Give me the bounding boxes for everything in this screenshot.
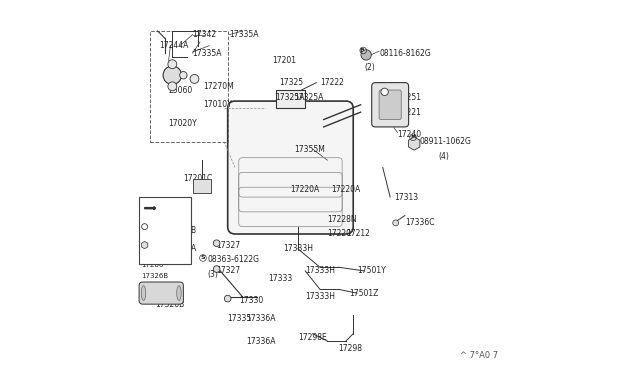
Text: 17333H: 17333H xyxy=(305,266,335,275)
FancyBboxPatch shape xyxy=(228,101,353,234)
Text: 17221: 17221 xyxy=(397,108,421,117)
Circle shape xyxy=(393,220,399,226)
Text: 17201C: 17201C xyxy=(184,174,212,183)
Circle shape xyxy=(381,88,388,96)
Text: 17325A: 17325A xyxy=(276,93,305,102)
Text: 17298: 17298 xyxy=(339,344,362,353)
Text: 17501Y: 17501Y xyxy=(357,266,386,275)
Text: 17333: 17333 xyxy=(268,274,292,283)
Text: 17201B: 17201B xyxy=(157,224,184,230)
Text: 17201B: 17201B xyxy=(167,226,196,235)
Text: 17251: 17251 xyxy=(397,93,422,102)
Text: 17240: 17240 xyxy=(397,130,422,139)
Text: 08116-8162G: 08116-8162G xyxy=(379,49,431,58)
Text: 17336A: 17336A xyxy=(246,314,276,323)
Circle shape xyxy=(168,60,177,68)
Text: 17313: 17313 xyxy=(394,193,418,202)
Text: 17355M: 17355M xyxy=(294,145,325,154)
Circle shape xyxy=(168,82,177,91)
Text: 17020Y: 17020Y xyxy=(168,119,197,128)
Text: 17336C: 17336C xyxy=(405,218,435,227)
Text: (4): (4) xyxy=(438,152,449,161)
FancyBboxPatch shape xyxy=(139,282,184,304)
FancyArrow shape xyxy=(145,207,156,210)
Text: 17327: 17327 xyxy=(216,241,241,250)
FancyBboxPatch shape xyxy=(372,83,408,127)
Text: 08911-1062G: 08911-1062G xyxy=(420,137,472,146)
Text: 17010Y: 17010Y xyxy=(204,100,232,109)
FancyBboxPatch shape xyxy=(139,197,191,263)
Text: 17220A: 17220A xyxy=(291,185,320,194)
Text: N: N xyxy=(410,135,416,140)
Text: 17325A: 17325A xyxy=(294,93,324,102)
Text: 17244A: 17244A xyxy=(159,41,189,50)
Text: 17335A: 17335A xyxy=(230,30,259,39)
Text: 17228N: 17228N xyxy=(328,215,357,224)
Text: 17335: 17335 xyxy=(228,314,252,323)
Text: 17325: 17325 xyxy=(280,78,303,87)
Circle shape xyxy=(163,66,182,84)
Text: B: B xyxy=(359,48,364,53)
Bar xyxy=(276,90,305,109)
Text: 17222: 17222 xyxy=(320,78,344,87)
Text: 17201A: 17201A xyxy=(167,244,196,253)
Text: 17220A: 17220A xyxy=(331,185,360,194)
Text: 17201: 17201 xyxy=(272,56,296,65)
Text: 17298E: 17298E xyxy=(298,333,326,342)
Circle shape xyxy=(213,240,220,247)
Text: 17311: 17311 xyxy=(167,207,191,217)
Text: 25060: 25060 xyxy=(168,86,193,94)
Text: 17286: 17286 xyxy=(156,285,180,294)
Ellipse shape xyxy=(177,286,181,301)
Circle shape xyxy=(190,74,199,83)
Text: 17501Z: 17501Z xyxy=(349,289,379,298)
Text: 17333H: 17333H xyxy=(305,292,335,301)
Text: ^ 7°A0 7: ^ 7°A0 7 xyxy=(460,351,499,360)
Circle shape xyxy=(225,295,231,302)
Text: S: S xyxy=(201,256,205,260)
Text: 17286: 17286 xyxy=(141,262,163,268)
Circle shape xyxy=(361,50,371,60)
Text: 17342: 17342 xyxy=(193,30,217,39)
Text: 17333H: 17333H xyxy=(283,244,313,253)
Text: 17326B: 17326B xyxy=(156,300,185,309)
Text: 17270M: 17270M xyxy=(204,82,234,91)
Text: 17335A: 17335A xyxy=(193,49,222,58)
Text: 17330: 17330 xyxy=(239,296,263,305)
Text: 17311: 17311 xyxy=(157,205,179,211)
Text: 17201A: 17201A xyxy=(157,242,184,248)
FancyBboxPatch shape xyxy=(379,90,401,119)
Text: 17327: 17327 xyxy=(216,266,241,275)
Text: 17212: 17212 xyxy=(346,230,370,238)
Text: (3): (3) xyxy=(207,270,218,279)
Text: 17220: 17220 xyxy=(328,230,351,238)
Text: (2): (2) xyxy=(364,63,375,72)
Bar xyxy=(193,179,211,193)
Text: 17336A: 17336A xyxy=(246,337,276,346)
Circle shape xyxy=(213,266,220,272)
Circle shape xyxy=(141,224,148,230)
Text: 08363-6122G: 08363-6122G xyxy=(207,255,259,264)
Circle shape xyxy=(180,71,187,79)
Ellipse shape xyxy=(141,286,146,301)
Text: 17326B: 17326B xyxy=(141,273,168,279)
